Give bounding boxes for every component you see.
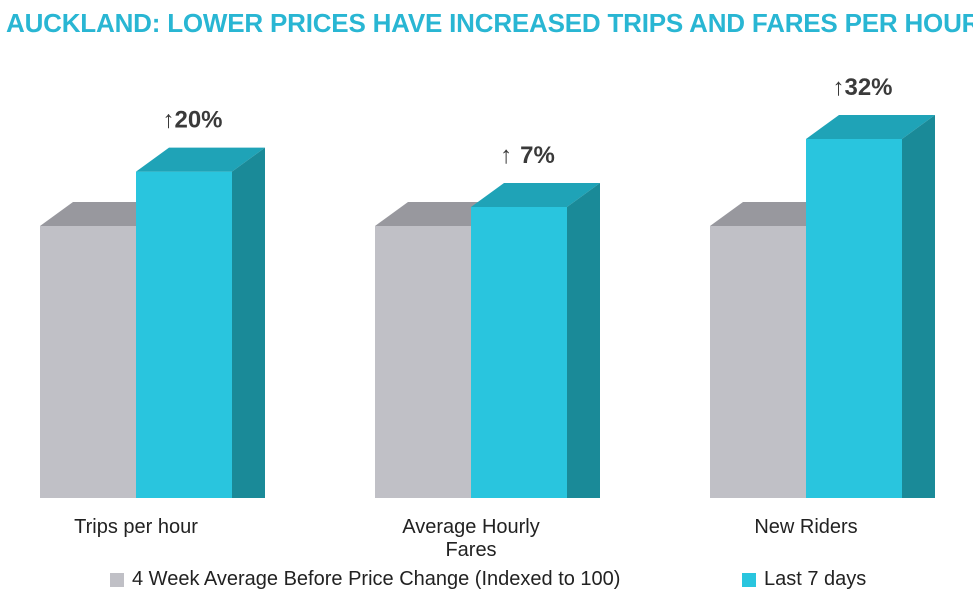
category-label-new-riders: New Riders — [754, 516, 858, 538]
change-value: 7% — [520, 142, 555, 169]
bar-last-7-days-trips-per-hour-side — [232, 147, 265, 498]
arrow-up-icon: ↑ — [832, 74, 844, 101]
bar-baseline-trips-per-hour-front — [40, 226, 136, 498]
legend-item-last-7-days: Last 7 days — [742, 568, 866, 591]
change-value: 20% — [174, 107, 222, 134]
arrow-up-icon: ↑ — [162, 107, 174, 134]
bar-last-7-days-trips-per-hour-front — [136, 171, 232, 498]
change-label-trips-per-hour: ↑20% — [162, 107, 222, 134]
bar-last-7-days-new-riders-side — [902, 114, 935, 499]
bar-last-7-days-average-hourly-fares-side — [567, 182, 600, 498]
legend-label-baseline: 4 Week Average Before Price Change (Inde… — [132, 568, 621, 590]
bar-last-7-days-average-hourly-fares-front — [471, 206, 567, 498]
change-value: 32% — [844, 74, 892, 101]
arrow-up-icon: ↑ — [500, 142, 512, 169]
change-label-average-hourly-fares: ↑ 7% — [500, 142, 555, 169]
bar-baseline-average-hourly-fares-front — [375, 226, 471, 498]
legend-label-last-7-days: Last 7 days — [764, 568, 867, 590]
bar-baseline-new-riders-front — [710, 226, 806, 498]
category-label-average-hourly-fares: Average Hourly Fares — [402, 516, 540, 561]
legend-swatch-last-7-days — [742, 572, 756, 587]
chart-title: AUCKLAND: LOWER PRICES HAVE INCREASED TR… — [6, 8, 973, 38]
category-label-trips-per-hour: Trips per hour — [74, 516, 198, 538]
bar-last-7-days-average-hourly-fares-top — [471, 182, 600, 207]
bar-last-7-days-trips-per-hour-top — [136, 147, 265, 172]
legend-swatch-baseline — [110, 572, 124, 587]
legend: 4 Week Average Before Price Change (Inde… — [0, 568, 973, 598]
bar-last-7-days-new-riders-front — [806, 138, 902, 498]
legend-item-baseline: 4 Week Average Before Price Change (Inde… — [110, 568, 620, 591]
change-label-new-riders: ↑32% — [832, 74, 892, 101]
bar-last-7-days-new-riders-top — [806, 114, 935, 139]
